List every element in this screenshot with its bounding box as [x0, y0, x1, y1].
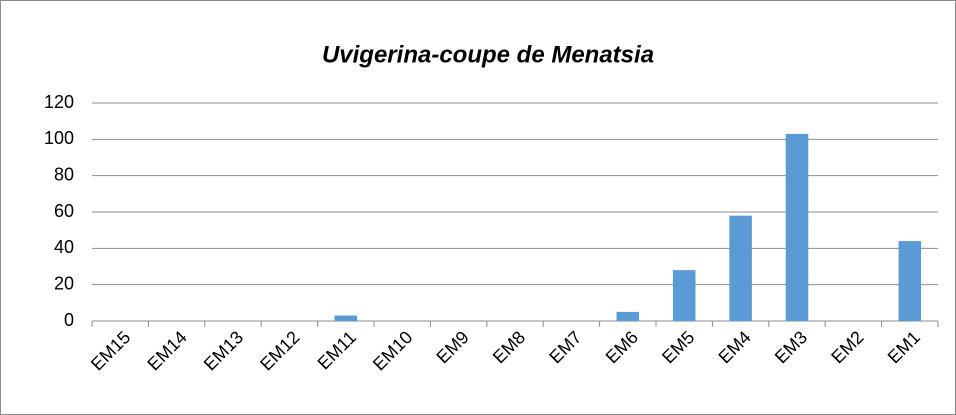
- y-tick-label: 100: [44, 128, 74, 148]
- bar: [898, 241, 922, 321]
- y-tick-label: 120: [44, 92, 74, 112]
- bar: [729, 215, 752, 321]
- bar: [616, 311, 640, 321]
- chart-title: Uvigerina-coupe de Menatsia: [322, 41, 654, 68]
- bar: [334, 315, 358, 321]
- y-tick-label: 60: [54, 201, 74, 221]
- y-tick-label: 20: [54, 273, 74, 293]
- y-tick-label: 80: [54, 164, 74, 184]
- y-tick-label: 0: [64, 310, 74, 330]
- bar: [785, 133, 809, 321]
- y-tick-label: 40: [54, 237, 74, 257]
- bar: [672, 270, 696, 321]
